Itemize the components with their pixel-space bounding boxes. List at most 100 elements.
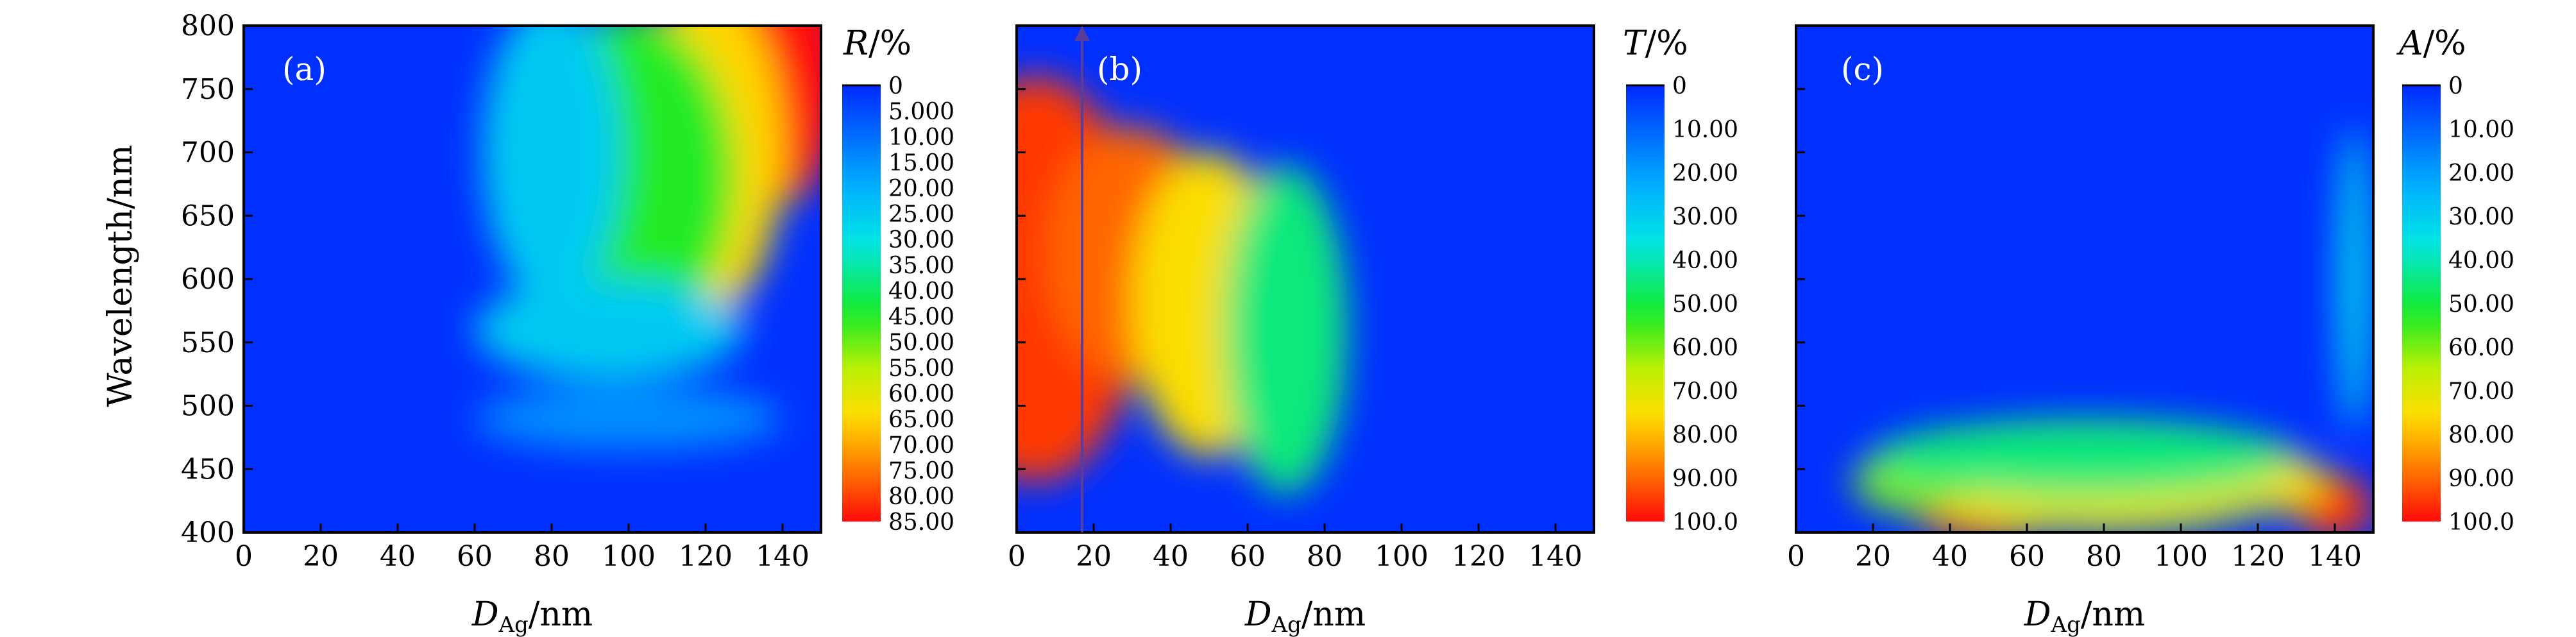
colorbar-tick-label: 60.00: [2448, 335, 2514, 361]
colorbar-tick-label: 90.00: [1672, 466, 1738, 492]
panel-c: (c) 0 20 40 60 80 100 120 140 DAg/nm A/% 0 10.00…: [1787, 24, 2514, 637]
colorbar-c: [2402, 85, 2441, 522]
colorbar-tick-label: 5.000: [888, 99, 954, 125]
x-tick-label: 60: [457, 540, 493, 573]
colorbar-unit-c: /%: [2423, 24, 2466, 63]
colorbar-tick-label: 20.00: [1672, 160, 1738, 187]
x-tick-label: 20: [1076, 540, 1112, 573]
colorbar-unit-b: /%: [1645, 24, 1688, 63]
colorbar-tick-label: 100.0: [1672, 509, 1738, 536]
colorbar-tick-label: 10.00: [888, 124, 954, 151]
colorbar-tick-label: 40.00: [888, 278, 954, 305]
x-tick-label: 40: [1932, 540, 1968, 573]
x-axis-title-sub-c: Ag: [2051, 612, 2081, 637]
colorbar-tick-label: 15.00: [888, 150, 954, 176]
colorbar-tick-label: 10.00: [2448, 117, 2514, 143]
colorbar-tick-label: 20.00: [888, 176, 954, 202]
x-tick-label: 0: [1008, 540, 1026, 573]
y-ticks-a: 400 450 500 550 600 650 700 750 800: [181, 10, 253, 549]
x-ticks-c: 0 20 40 60 80 100 120 140: [1787, 523, 2362, 573]
x-axis-title-main-c: D: [2024, 595, 2051, 634]
colorbar-unit-a: /%: [869, 24, 911, 63]
heatmap-a: [244, 26, 821, 532]
heatmap-region-c-6: [2339, 127, 2369, 431]
colorbar-a: [842, 85, 881, 522]
x-tick-label: 20: [303, 540, 339, 573]
x-tick-label: 80: [1307, 540, 1343, 573]
colorbar-ticks-c: 0 10.00 20.00 30.00 40.00 50.00 60.00 70.00 80.0…: [2402, 73, 2514, 536]
colorbar-tick-label: 70.00: [2448, 378, 2514, 405]
y-ticks-c: [1796, 24, 1805, 534]
heatmap-c: [1796, 26, 2373, 532]
colorbar-tick-label: 0: [888, 73, 903, 99]
x-tick-label: 120: [1452, 540, 1505, 573]
x-tick-label: 140: [756, 540, 809, 573]
x-tick-label: 100: [2154, 540, 2208, 573]
colorbar-tick-label: 80.00: [2448, 422, 2514, 448]
x-tick-label: 60: [2009, 540, 2045, 573]
panel-label-c: (c): [1841, 51, 1884, 88]
x-tick-label: 100: [1375, 540, 1428, 573]
colorbar-tick-label: 60.00: [1672, 335, 1738, 361]
x-axis-title-sub-a: Ag: [498, 612, 529, 637]
colorbar-tick-label: 85.00: [888, 509, 954, 536]
x-tick-label: 60: [1230, 540, 1266, 573]
heatmap-region-c-5: [1873, 418, 2296, 495]
x-tick-label: 80: [2086, 540, 2122, 573]
x-axis-title-sub-b: Ag: [1271, 612, 1301, 637]
colorbar-tick-label: 75.00: [888, 458, 954, 484]
panel-label-b: (b): [1097, 51, 1142, 88]
colorbar-tick-label: 40.00: [2448, 248, 2514, 274]
colorbar-tick-label: 40.00: [1672, 248, 1738, 274]
x-axis-title-unit-a: /nm: [529, 595, 593, 634]
heatmap-features-b: [1017, 76, 1348, 495]
heatmap-features-c: [1854, 127, 2373, 532]
colorbar-tick-label: 0: [2448, 73, 2463, 99]
x-ticks-b: 0 20 40 60 80 100 120 140: [1008, 523, 1582, 573]
y-tick-label: 800: [181, 10, 235, 42]
colorbar-tick-label: 100.0: [2448, 509, 2514, 536]
x-tick-label: 140: [2308, 540, 2362, 573]
colorbar-tick-label: 10.00: [1672, 117, 1738, 143]
y-tick-label: 550: [181, 327, 235, 359]
heatmap-features-a: [475, 26, 821, 450]
colorbar-tick-label: 90.00: [2448, 466, 2514, 492]
x-tick-label: 100: [602, 540, 656, 573]
y-ticks-b: [1017, 24, 1026, 534]
y-tick-label: 450: [181, 453, 235, 486]
colorbar-tick-label: 30.00: [888, 227, 954, 253]
y-tick-label: 700: [181, 137, 235, 169]
colorbar-title-c: A/%: [2396, 24, 2466, 63]
x-axis-title-b: DAg/nm: [1244, 595, 1366, 637]
x-axis-title-main-a: D: [471, 595, 499, 634]
colorbar-tick-label: 80.00: [1672, 422, 1738, 448]
colorbar-tick-label: 0: [1672, 73, 1687, 99]
x-tick-label: 20: [1855, 540, 1891, 573]
x-tick-label: 80: [534, 540, 570, 573]
colorbar-tick-label: 45.00: [888, 304, 954, 330]
y-axis-title: Wavelength/nm: [101, 145, 140, 407]
annotation-arrow-b: [1074, 26, 1090, 532]
x-tick-label: 0: [235, 540, 253, 573]
colorbar-tick-label: 80.00: [888, 484, 954, 510]
y-tick-label: 750: [181, 73, 235, 106]
colorbar-quantity-a: R: [843, 24, 869, 63]
colorbar-tick-label: 50.00: [2448, 291, 2514, 318]
x-tick-label: 0: [1787, 540, 1805, 573]
x-axis-title-unit-b: /nm: [1301, 595, 1366, 634]
y-tick-label: 500: [181, 390, 235, 423]
colorbar-tick-label: 35.00: [888, 253, 954, 279]
colorbar-tick-label: 65.00: [888, 407, 954, 433]
x-axis-title-a: DAg/nm: [471, 595, 593, 637]
panel-a: (a) 0 20 40 60 80 100 120 140 400 450 500 550 600 65…: [181, 10, 954, 637]
panel-label-a: (a): [282, 51, 326, 88]
colorbar-title-a: R/%: [843, 24, 911, 63]
colorbar-tick-label: 30.00: [1672, 204, 1738, 230]
heatmap-region-b-3: [1224, 165, 1348, 495]
colorbar-b: [1626, 85, 1665, 522]
x-tick-label: 140: [1529, 540, 1582, 573]
colorbar-ticks-a: 05.00010.0015.0020.0025.0030.0035.0040.0…: [842, 73, 954, 536]
x-axis-title-unit-c: /nm: [2081, 595, 2145, 634]
colorbar-tick-label: 60.00: [888, 381, 954, 407]
